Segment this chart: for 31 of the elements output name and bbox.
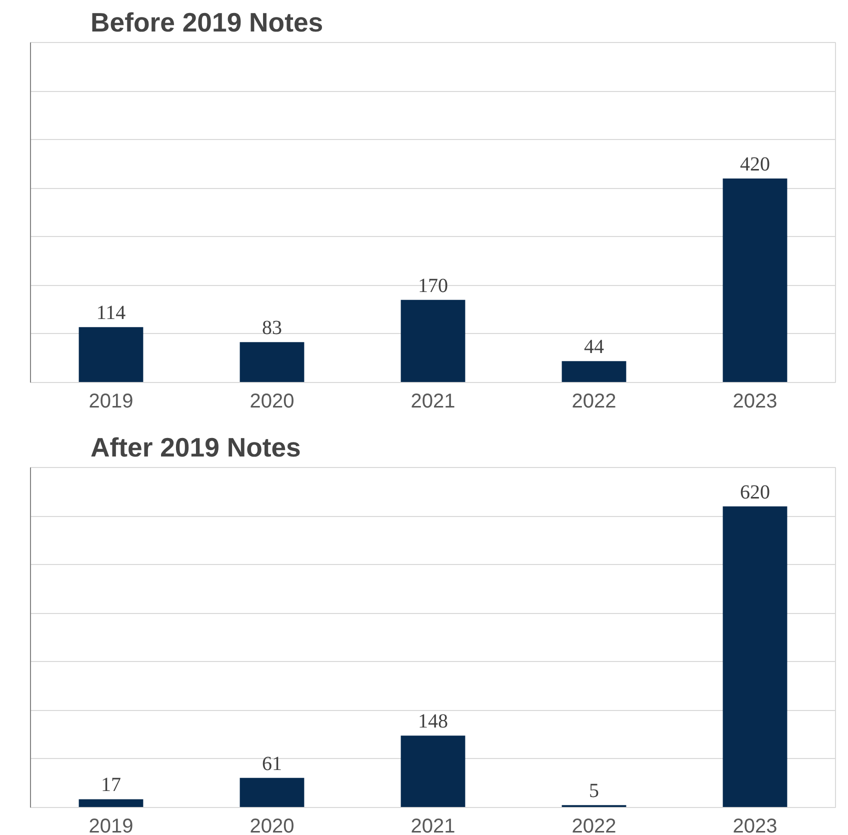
data-label: 114 xyxy=(96,302,126,324)
bar xyxy=(722,506,788,808)
x-tick-label: 2022 xyxy=(572,390,616,412)
bar xyxy=(722,178,788,382)
data-label: 420 xyxy=(740,154,770,176)
x-tick-label: 2019 xyxy=(88,816,134,835)
data-label: 83 xyxy=(262,317,282,340)
x-tick-label: 2023 xyxy=(732,390,778,412)
x-tick-label: 2023 xyxy=(732,816,778,835)
data-label: 170 xyxy=(418,274,448,297)
bar xyxy=(240,342,304,382)
x-tick-label: 2021 xyxy=(410,390,456,412)
data-label: 5 xyxy=(589,780,599,802)
data-label: 148 xyxy=(418,710,448,733)
bar xyxy=(78,327,144,382)
data-label: 61 xyxy=(262,752,282,775)
bar xyxy=(562,361,626,382)
bar xyxy=(78,799,144,808)
bar xyxy=(400,736,466,808)
data-label: 44 xyxy=(584,336,604,358)
data-label: 620 xyxy=(740,481,770,504)
x-tick-label: 2022 xyxy=(572,816,616,835)
x-tick-label: 2020 xyxy=(250,816,294,835)
data-label: 17 xyxy=(101,774,121,796)
x-tick-label: 2021 xyxy=(410,816,456,835)
bar xyxy=(240,778,304,808)
chart-title: After 2019 Notes xyxy=(90,432,301,462)
x-tick-label: 2020 xyxy=(250,390,294,412)
x-tick-label: 2019 xyxy=(88,390,134,412)
bar xyxy=(400,300,466,382)
chart-title: Before 2019 Notes xyxy=(90,8,324,38)
